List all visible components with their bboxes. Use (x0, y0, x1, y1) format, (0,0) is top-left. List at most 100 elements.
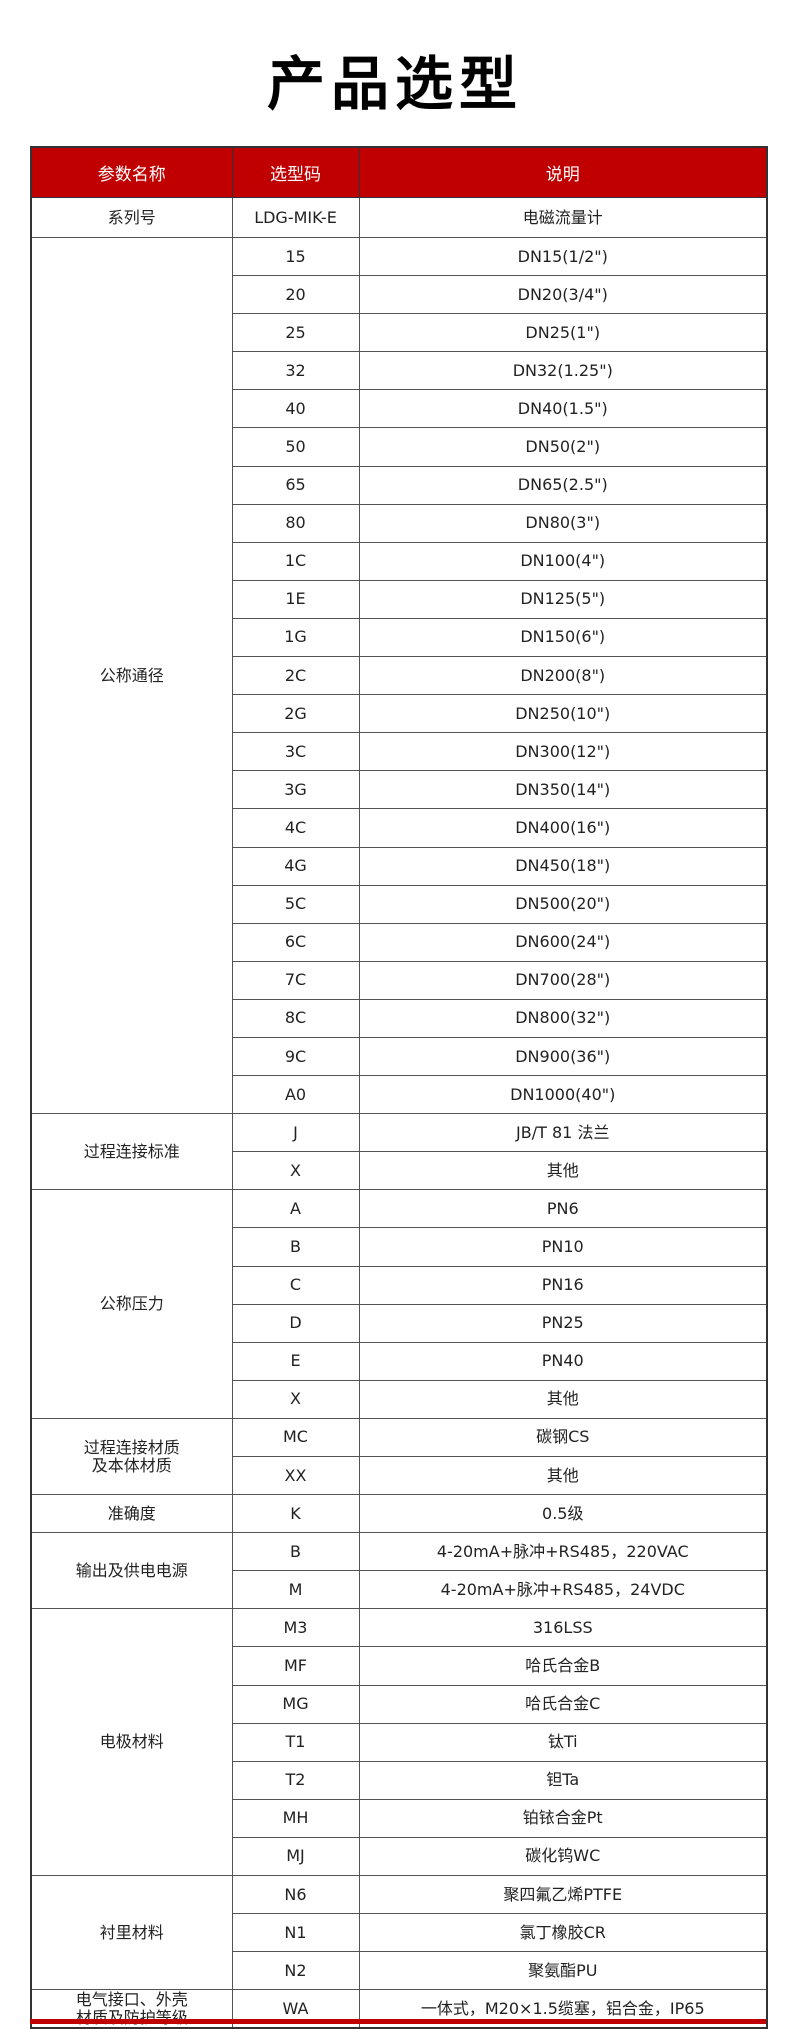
desc-cell: JB/T 81 法兰 (358, 1113, 768, 1153)
desc-cell: PN40 (358, 1341, 768, 1381)
code-cell: 25 (231, 313, 360, 353)
desc-cell: 钛Ti (358, 1722, 768, 1762)
desc-cell: DN600(24") (358, 922, 768, 962)
table-row: 4C DN400(16") (31, 808, 768, 848)
table-row: 8C DN800(32") (31, 998, 768, 1038)
desc-cell: 4-20mA+脉冲+RS485，24VDC (358, 1570, 768, 1610)
code-cell: 3G (231, 770, 360, 810)
table-row: E PN40 (31, 1341, 768, 1381)
desc-cell: 碳化钨WC (358, 1836, 768, 1877)
table-row: 准确度 K 0.5级 (30, 1494, 768, 1534)
code-cell: T2 (231, 1760, 360, 1800)
code-cell: 3C (231, 732, 360, 772)
header-param: 参数名称 (30, 146, 233, 198)
table-row: 5C DN500(20") (31, 884, 768, 924)
desc-cell: 316LSS (358, 1608, 768, 1648)
desc-cell: 4-20mA+脉冲+RS485，220VAC (358, 1532, 768, 1572)
code-cell: A0 (231, 1075, 360, 1115)
table-row: 公称通径 15 DN15(1/2") (30, 236, 768, 1115)
code-cell: 1E (231, 579, 360, 619)
header-desc: 说明 (358, 146, 768, 198)
code-cell: E (231, 1341, 360, 1381)
table-row: MG 哈氏合金C (31, 1684, 768, 1724)
code-cell: LDG-MIK-E (231, 197, 360, 238)
desc-cell: 氯丁橡胶CR (358, 1913, 768, 1953)
table-row: N2 聚氨酯PU (31, 1951, 768, 1991)
code-cell: 20 (231, 275, 360, 315)
desc-cell: PN10 (358, 1227, 768, 1267)
param-name-cell: 系列号 (30, 197, 233, 238)
table-row: 1C DN100(4") (31, 541, 768, 581)
table-row: 2G DN250(10") (31, 694, 768, 734)
param-name-cell: 公称通径 (30, 236, 233, 1115)
code-cell: 4C (231, 808, 360, 848)
table-row: 3C DN300(12") (31, 732, 768, 772)
desc-cell: DN450(18") (358, 846, 768, 886)
table-header-row: 参数名称 选型码 说明 (30, 146, 768, 198)
code-cell: B (231, 1532, 360, 1572)
desc-cell: DN20(3/4") (358, 275, 768, 315)
code-cell: 7C (231, 960, 360, 1000)
code-cell: 15 (231, 236, 360, 277)
code-cell: J (231, 1113, 360, 1153)
desc-cell: 哈氏合金B (358, 1646, 768, 1686)
code-cell: C (231, 1265, 360, 1305)
code-cell: 8C (231, 998, 360, 1038)
table-row: XX 其他 (31, 1455, 768, 1496)
table-row: MF 哈氏合金B (31, 1646, 768, 1686)
table-row: 40 DN40(1.5") (31, 389, 768, 429)
code-cell: B (231, 1227, 360, 1267)
desc-cell: DN50(2") (358, 427, 768, 467)
code-cell: 4G (231, 846, 360, 886)
code-cell: MF (231, 1646, 360, 1686)
code-cell: 40 (231, 389, 360, 429)
desc-cell: 碳钢CS (358, 1417, 768, 1458)
code-cell: N2 (231, 1951, 360, 1991)
desc-cell: DN25(1") (358, 313, 768, 353)
code-cell: 80 (231, 503, 360, 543)
table-row: T2 钽Ta (31, 1760, 768, 1800)
selection-table: 参数名称 选型码 说明 系列号 LDG-MIK-E 电磁流量计 公称通径 15 DN15(… (30, 146, 768, 2029)
desc-cell: 聚四氟乙烯PTFE (358, 1875, 768, 1915)
code-cell: 6C (231, 922, 360, 962)
desc-cell: 0.5级 (358, 1494, 768, 1534)
desc-cell: DN800(32") (358, 998, 768, 1038)
desc-cell: DN400(16") (358, 808, 768, 848)
desc-cell: DN40(1.5") (358, 389, 768, 429)
code-cell: MJ (231, 1836, 360, 1877)
table-row: X 其他 (31, 1379, 768, 1419)
code-cell: MC (231, 1417, 360, 1458)
desc-cell: PN6 (358, 1189, 768, 1229)
table-row: 衬里材料 N6 聚四氟乙烯PTFE (30, 1875, 768, 1991)
table-row: C PN16 (31, 1265, 768, 1305)
desc-cell: 钽Ta (358, 1760, 768, 1800)
table-row: 25 DN25(1") (31, 313, 768, 353)
code-cell: X (231, 1379, 360, 1419)
desc-cell: 聚氨酯PU (358, 1951, 768, 1991)
code-cell: M (231, 1570, 360, 1610)
desc-cell: 哈氏合金C (358, 1684, 768, 1724)
desc-cell: DN700(28") (358, 960, 768, 1000)
desc-cell: DN150(6") (358, 617, 768, 658)
code-cell: MG (231, 1684, 360, 1724)
code-cell: N1 (231, 1913, 360, 1953)
code-cell: 65 (231, 465, 360, 505)
table-row: B PN10 (31, 1227, 768, 1267)
desc-cell: DN125(5") (358, 579, 768, 619)
desc-cell: 其他 (358, 1151, 768, 1191)
table-row: A0 DN1000(40") (31, 1075, 768, 1115)
table-row: 65 DN65(2.5") (31, 465, 768, 505)
table-row: 2C DN200(8") (31, 656, 768, 696)
code-cell: MH (231, 1798, 360, 1838)
table-row: X 其他 (31, 1151, 768, 1191)
desc-cell: 电磁流量计 (358, 197, 768, 238)
table-row: 电极材料 M3 316LSS (30, 1608, 768, 1877)
table-row: 32 DN32(1.25") (31, 351, 768, 391)
code-cell: A (231, 1189, 360, 1229)
param-name-cell: 过程连接标准 (30, 1113, 233, 1191)
desc-cell: PN25 (358, 1303, 768, 1343)
desc-cell: DN250(10") (358, 694, 768, 734)
table-row: 过程连接标准 J JB/T 81 法兰 (30, 1113, 768, 1191)
code-cell: 1G (231, 617, 360, 658)
param-name-cell: 公称压力 (30, 1189, 233, 1419)
